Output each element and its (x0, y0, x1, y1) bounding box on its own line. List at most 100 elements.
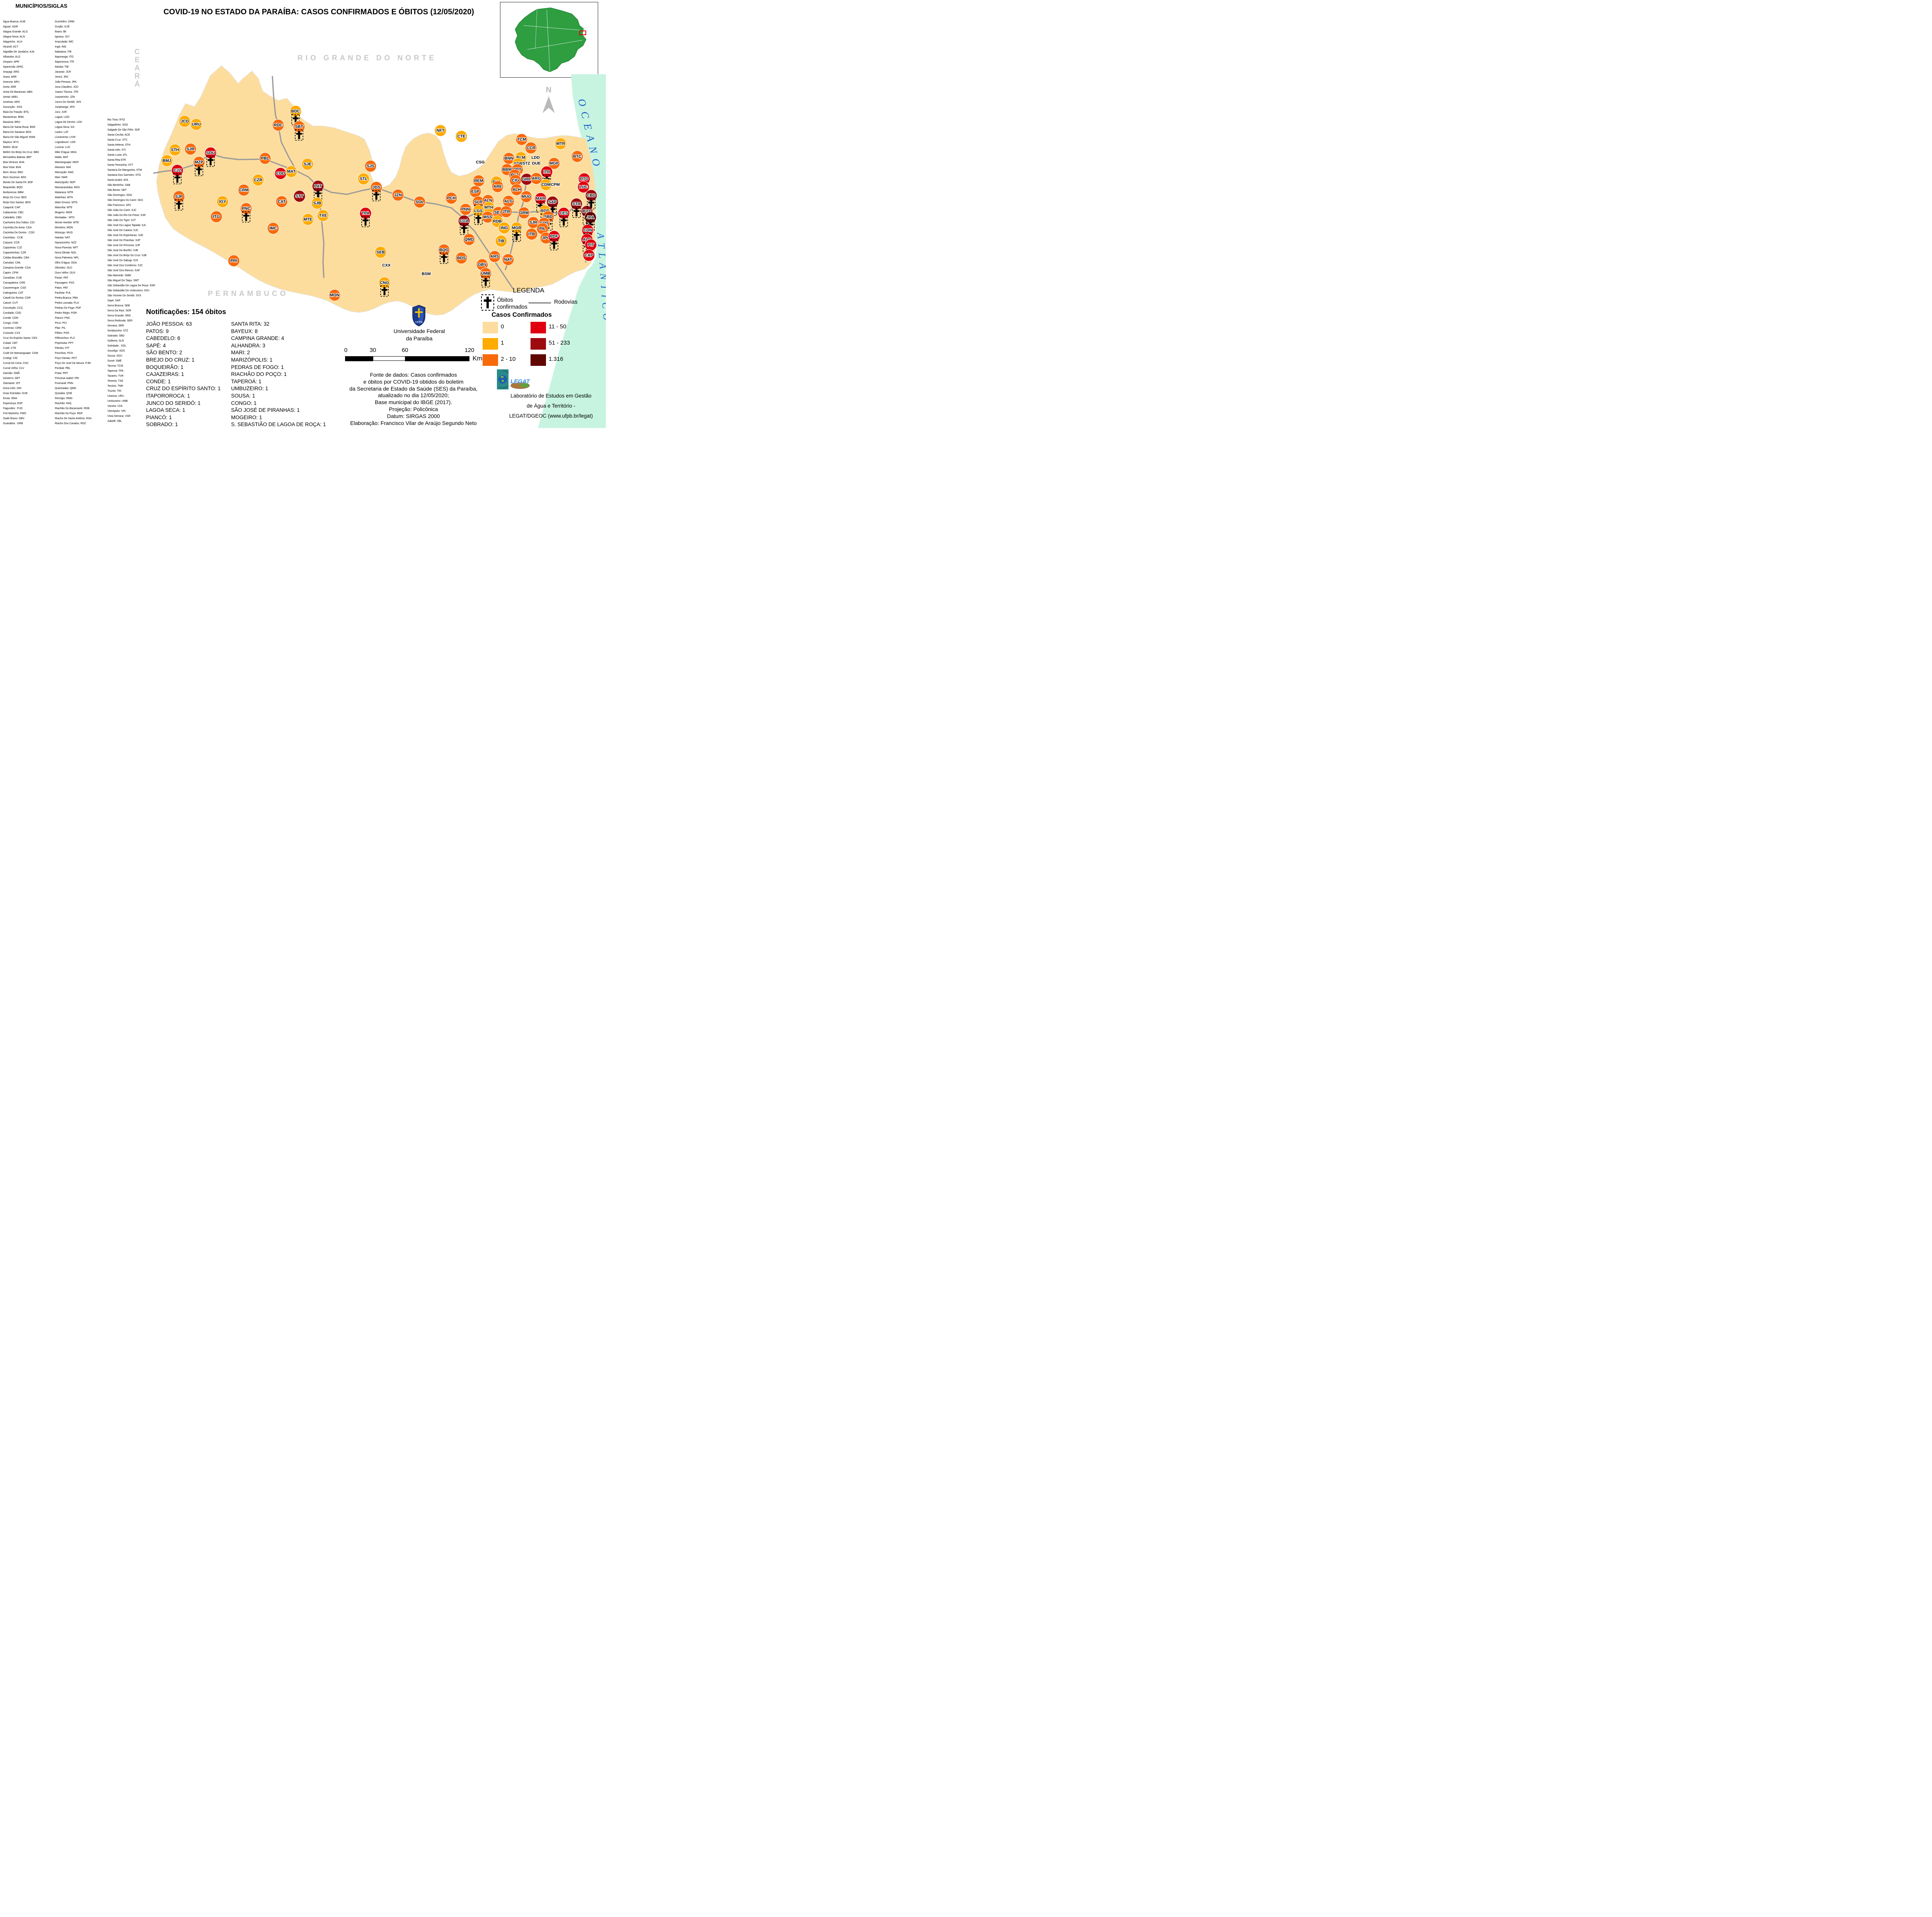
sigla-item: Juripiranga: JPG (55, 106, 75, 109)
sigla-item: Serra Redonda: SER (107, 320, 133, 322)
sigla-item: Cabaceiras: CBC (3, 211, 24, 214)
sigla-item: Frei Martinho: FMO (3, 412, 26, 415)
municipality-label-CDD: CDD (276, 171, 285, 176)
notification-item: BAYEUX: 8 (231, 328, 258, 334)
sigla-item: Princesa Isabel: PRI (55, 377, 79, 380)
municipality-label-JPA: JPA (587, 215, 594, 220)
municipality-label-PDF: PDF (550, 234, 559, 239)
sigla-item: Coxixola: CXX (3, 332, 20, 335)
municipality-area-URU (190, 118, 202, 131)
death-cross-icon-CBD (590, 200, 592, 208)
municipality-label-TPA: TPA (362, 211, 370, 216)
sigla-item: Joca Claudino: JCD (55, 86, 78, 88)
legend-class-row: 11 - 50 (530, 321, 596, 334)
death-cross-icon-TPA (364, 218, 367, 226)
sigla-item: Bananeiras: BNN (3, 116, 24, 119)
sigla-item: Prata: PRT (55, 372, 68, 375)
sigla-item: Caturit: CUT (3, 302, 18, 304)
notification-item: ALHANDRA: 3 (231, 342, 265, 348)
municipality-label-STT: STT (296, 194, 303, 199)
municipality-area-CDM (540, 178, 552, 191)
sigla-item: Serra Grande: SRG (107, 314, 131, 317)
sigla-item: Bom Jesus: BMJ (3, 171, 23, 174)
sigla-item: Serra Da Raiz: SDR (107, 309, 131, 312)
sigla-item: Itapororoca: ITR (55, 61, 74, 63)
sigla-item: Piancó: PNC (55, 317, 70, 320)
municipality-area-ARE (492, 180, 504, 193)
municipality-area-PRI (228, 255, 240, 267)
sigla-item: Sossêgo: SOS (107, 350, 125, 352)
municipality-label-CAT: CAT (278, 199, 286, 204)
notification-item: PEDRAS DE FOGO: 1 (231, 364, 284, 370)
sigla-item: Alagoa Nova: ALN (3, 36, 25, 38)
brazil-inset-map (500, 2, 598, 78)
municipality-label-GRM: GRM (519, 211, 529, 215)
sigla-item: Nova Floresta: NFT (55, 246, 78, 249)
sigla-item: Passagem: PSS (55, 282, 75, 284)
municipality-area-IMC (267, 222, 279, 235)
death-cross-box-UMB (481, 276, 490, 287)
neighbor-label-pernambuco: PERNAMBUCO (208, 290, 289, 298)
sigla-item: Barra De Santana: BDS (3, 131, 32, 134)
sigla-item: Pedro Régis: POR (55, 312, 77, 314)
sigla-item: Santana De Mangueira: STM (107, 169, 142, 172)
death-cross-icon-CES (563, 218, 565, 226)
sigla-item: Picuí: PCI (55, 322, 67, 325)
sigla-item: Baraúna: BRU (3, 121, 20, 124)
sigla-item: Aroeiras: ARS (3, 101, 20, 104)
sigla-item: Puxinanã: PNN (55, 382, 73, 385)
sigla-item: Alhandra: ALD (3, 56, 20, 58)
municipality-area-SJR (184, 143, 197, 155)
sigla-item: Salgado De São Félix: SDF (107, 129, 140, 131)
municipality-area-QMD (463, 233, 475, 246)
sigla-item: Catingueira: CAT (3, 292, 24, 294)
road-legend-swatch (529, 302, 551, 304)
municipality-label-MTR: MTR (556, 141, 565, 146)
sigla-item: Nazarezinho: NZZ (55, 241, 77, 244)
death-cross-icon-PAT (315, 192, 321, 194)
municipality-label-PAT: PAT (314, 184, 322, 189)
municipality-area-SEB (374, 246, 387, 258)
death-cross-box-PNC (242, 211, 250, 223)
death-cross-box-CJZ (173, 173, 182, 184)
scale-unit: Km (473, 355, 483, 362)
sigla-column-3: Rio Tinto: RTO Salgadinho: SGD Salgado De … (107, 117, 155, 424)
sigla-item: Emas: EMA (3, 397, 17, 400)
sigla-item: Mogeiro: MGR (55, 211, 72, 214)
sigla-item: Umbuzeiro: UMB (107, 400, 128, 403)
death-cross-icon-SAP (549, 208, 556, 210)
legend-color-swatch (530, 338, 546, 350)
sigla-item: Olho D'água: ODA (55, 262, 77, 264)
municipality-label-BDS: BDS (457, 256, 466, 260)
sigla-item: Riacho De Santo Antônio: RSA (55, 417, 92, 420)
scale-bar: 0 30 60 120 Km (344, 347, 496, 369)
neighbor-letter: A (134, 64, 140, 72)
municipality-label-MGP: MGP (549, 161, 559, 166)
municipality-label-JZN: JZN (394, 193, 402, 197)
death-cross-icon-MZP (198, 167, 200, 175)
sigla-item: São José Dos Ramos: SJR (107, 269, 140, 272)
municipality-label-SJB: SJB (313, 201, 321, 206)
municipality-label-CXX: CXX (382, 263, 391, 268)
legend-class-row: 0 (482, 321, 548, 334)
municipality-area-CAT (276, 195, 288, 208)
municipality-label-GBV: GBV (478, 262, 487, 267)
sigla-item: Pilões: POS (55, 332, 70, 335)
death-cross-icon-SBT (296, 133, 302, 135)
municipality-area-REM (473, 175, 485, 187)
source-line: e óbitos por COVID-19 obtidos do boletim (363, 378, 464, 385)
death-cross-icon-PNC (243, 215, 249, 217)
sigla-item: Santana Dos Garrotes: STG (107, 174, 141, 177)
death-cross-box-PDF (550, 239, 558, 250)
municipality-label-PNC: PNC (242, 206, 251, 211)
municipality-label-CIG: CIG (512, 178, 519, 183)
sigla-item: São Sebastião De Lagoa De Roça: SSR (107, 284, 155, 287)
death-cross-icon-CNG (383, 287, 386, 295)
sigla-item: Catolé Do Rocha: CDR (3, 297, 31, 299)
municipality-area-JZN (392, 189, 404, 201)
municipality-label-BMJ: BMJ (163, 158, 171, 163)
sigla-item: Coremas: CRM (3, 327, 22, 330)
sigla-item: Água Branca: AUB (3, 20, 26, 23)
sigla-item: Santa Luzia: ATL (107, 154, 128, 156)
sigla-item: Pilõezinhos: PLZ (55, 337, 75, 340)
